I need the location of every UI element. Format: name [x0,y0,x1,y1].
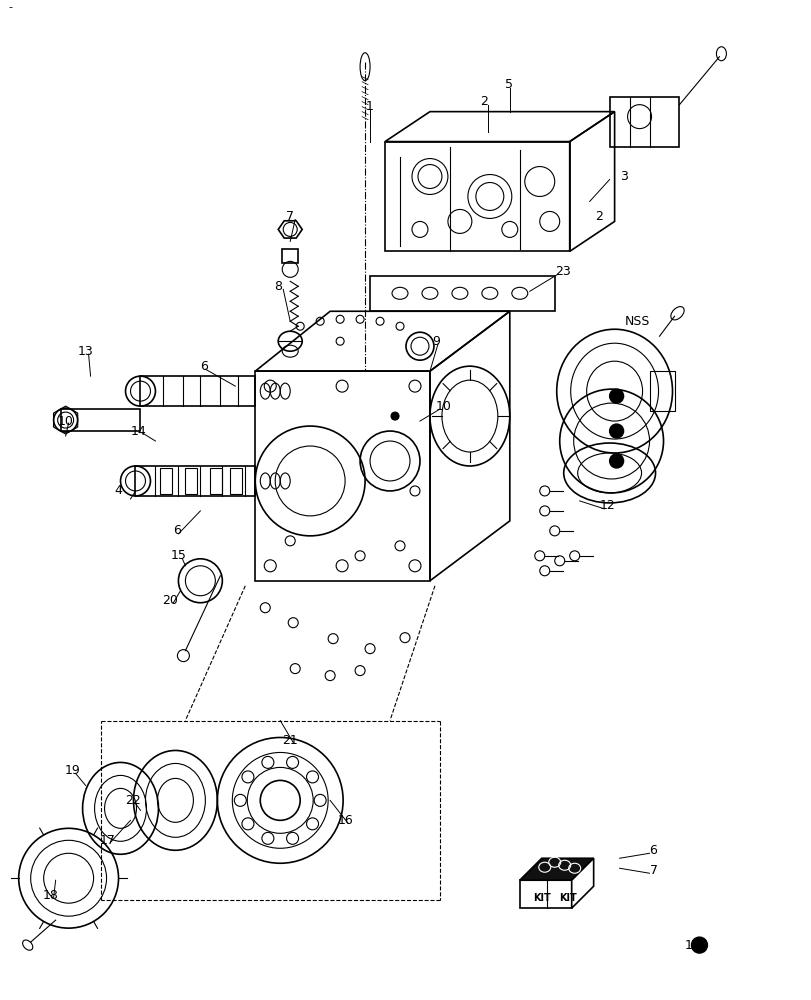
Bar [161,468,172,494]
Text: 21: 21 [282,734,298,747]
Circle shape [609,424,623,438]
Polygon shape [519,880,571,908]
Bar [185,468,197,494]
Text: 20: 20 [162,594,178,607]
Bar [230,468,242,494]
Text: 10: 10 [436,400,451,413]
Text: 6: 6 [649,844,657,857]
Text: 1: 1 [366,100,374,113]
Ellipse shape [391,412,398,420]
Text: 9: 9 [431,335,440,348]
Text: 3: 3 [619,170,627,183]
Text: -: - [9,2,13,12]
Text: 4: 4 [114,484,122,497]
Polygon shape [571,858,593,908]
Circle shape [609,389,623,403]
Text: 11: 11 [684,939,699,952]
Text: KIT: KIT [532,893,550,903]
Circle shape [609,454,623,468]
Text: 22: 22 [124,794,140,807]
Text: 16: 16 [337,814,353,827]
Text: NSS: NSS [624,315,649,328]
Bar [61,409,140,431]
Text: 18: 18 [43,889,58,902]
Text: 2: 2 [594,210,602,223]
Bar [282,249,298,263]
Text: 5: 5 [504,78,513,91]
Text: 2: 2 [479,95,487,108]
Text: 6: 6 [200,360,208,373]
Text: 7: 7 [285,210,294,223]
Bar [649,371,674,411]
Text: 8: 8 [274,280,282,293]
Text: 19: 19 [65,764,80,777]
Text: 17: 17 [100,834,115,847]
Text: 23: 23 [554,265,570,278]
Text: 10: 10 [58,415,74,428]
Text: KIT: KIT [558,893,576,903]
Text: 12: 12 [599,499,615,512]
Polygon shape [519,858,593,880]
Text: 7: 7 [649,864,657,877]
Text: 15: 15 [170,549,187,562]
Text: 14: 14 [131,425,146,438]
Bar [210,468,222,494]
Circle shape [691,937,706,953]
Text: 13: 13 [78,345,93,358]
Text: 6: 6 [174,524,181,537]
